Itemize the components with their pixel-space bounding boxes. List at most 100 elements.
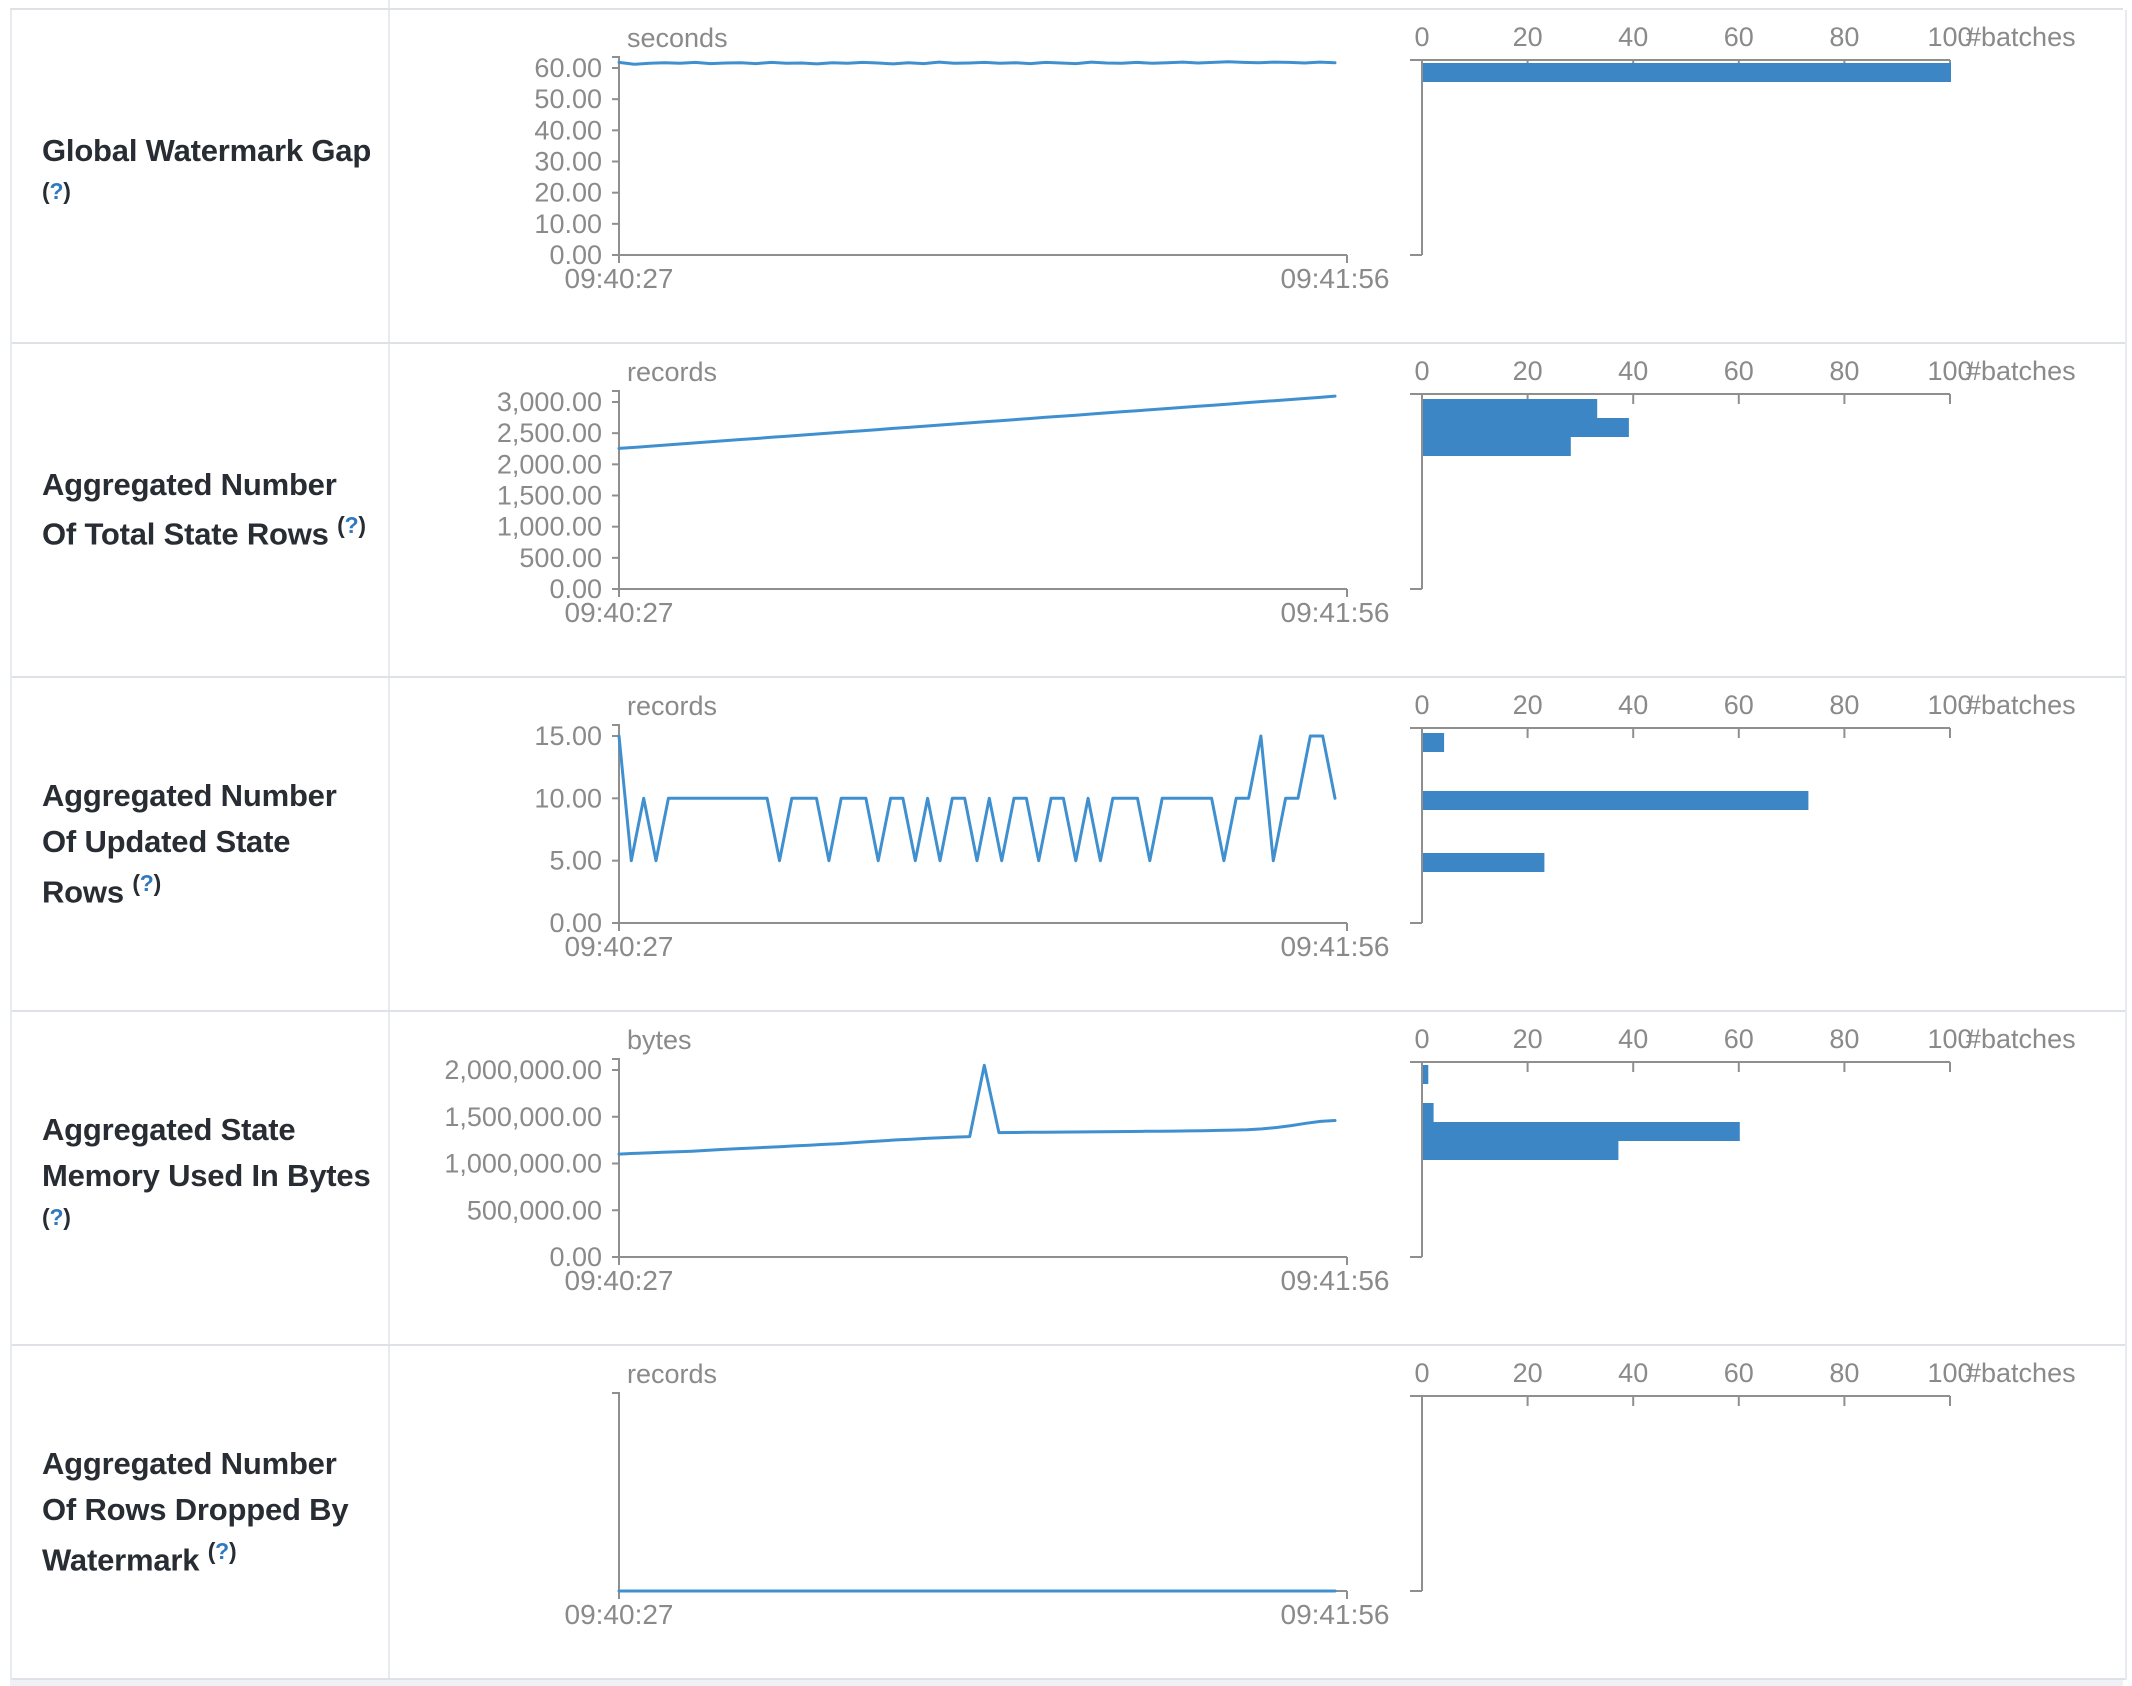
help-tooltip-link[interactable]: (?)	[42, 178, 71, 204]
y-axis	[612, 56, 620, 255]
y-tick-label: 20.00	[534, 178, 602, 208]
metric-charts-cell: seconds 60.00 50.00 40.00 30.00 20.00 10.00 0.0…	[390, 10, 2125, 342]
metric-line-series	[617, 1063, 1337, 1156]
help-paren-close: )	[63, 1203, 71, 1230]
metric-row: Aggregated Number Of Total State Rows (?…	[12, 344, 2125, 678]
help-tooltip-link[interactable]: (?)	[337, 512, 366, 538]
y-tick-label: 30.00	[534, 147, 602, 177]
y-tick-label: 15.00	[534, 721, 602, 751]
metric-label-cell: Aggregated Number Of Updated State Rows …	[12, 678, 390, 1010]
metric-charts-svg: bytes 2,000,000.00 1,500,000.00 1,000,000.0…	[444, 1024, 2076, 1296]
x-start-time-label: 09:40:27	[565, 263, 674, 294]
help-tooltip-link[interactable]: (?)	[42, 1204, 71, 1230]
metric-title: Aggregated Number Of Rows Dropped By Wat…	[42, 1441, 376, 1584]
metric-title: Global Watermark Gap (?)	[42, 128, 376, 224]
metric-charts-svg: records 09:40:27 09:41:56 0 20 40 60 80 100#batc…	[565, 1358, 2076, 1630]
histogram-tick-label: 20	[1513, 690, 1543, 720]
x-end-time-label: 09:41:56	[1281, 1265, 1390, 1296]
histogram-tick-label: 60	[1724, 1358, 1754, 1388]
histogram-tick-label: 40	[1618, 356, 1648, 386]
histogram-tick-label: 40	[1618, 22, 1648, 52]
metric-line-series	[617, 394, 1337, 450]
previous-row-edge	[10, 0, 2123, 10]
x-end-time-label: 09:41:56	[1281, 597, 1390, 628]
histogram-tick-label: 20	[1513, 22, 1543, 52]
help-paren-close: )	[153, 869, 162, 896]
metric-charts-cell: records 09:40:27 09:41:56 0 20 40 60 80 100 #batc…	[390, 1346, 2125, 1678]
histogram-tick-label: 100	[1927, 690, 1972, 720]
metric-row: Aggregated Number Of Updated State Rows …	[12, 678, 2125, 1012]
histogram-bar	[1423, 1141, 1619, 1160]
histogram-y-axis	[1410, 1396, 1423, 1592]
y-tick-label: 500.00	[519, 543, 602, 573]
y-tick-label: 40.00	[534, 115, 602, 145]
histogram-bar	[1423, 399, 1598, 418]
histogram-tick-label: 0	[1414, 690, 1429, 720]
batches-axis-label: #batches	[1966, 356, 2076, 386]
y-tick-label: 2,000.00	[497, 449, 602, 479]
histogram-y-axis	[1410, 394, 1423, 590]
x-end-time-label: 09:41:56	[1281, 263, 1390, 294]
x-start-time-label: 09:40:27	[565, 597, 674, 628]
metric-title-text: Aggregated State Memory Used In Bytes	[42, 1111, 371, 1194]
metric-label-cell: Aggregated State Memory Used In Bytes (?…	[12, 1012, 390, 1344]
y-tick-label: 5.00	[549, 846, 602, 876]
y-tick-label: 10.00	[534, 783, 602, 813]
y-axis	[612, 724, 620, 923]
help-question-mark: ?	[49, 1203, 64, 1230]
histogram-tick-label: 100	[1927, 356, 1972, 386]
help-paren-open: (	[132, 869, 140, 896]
y-tick-label: 2,500.00	[497, 418, 602, 448]
histogram-tick-label: 20	[1513, 1358, 1543, 1388]
help-paren-open: (	[337, 512, 345, 539]
histogram-bar	[1423, 1065, 1429, 1084]
histogram-tick-label: 80	[1829, 690, 1859, 720]
metric-title: Aggregated Number Of Updated State Rows …	[42, 773, 376, 916]
help-paren-close: )	[228, 1537, 237, 1564]
unit-label: records	[627, 691, 717, 721]
unit-label: records	[627, 357, 717, 387]
histogram-tick-label: 40	[1618, 1024, 1648, 1054]
x-start-time-label: 09:40:27	[565, 1599, 674, 1630]
y-tick-label: 60.00	[534, 53, 602, 83]
metric-row: Aggregated Number Of Rows Dropped By Wat…	[12, 1346, 2125, 1680]
help-question-mark: ?	[139, 869, 154, 896]
metric-label-cell: Aggregated Number Of Rows Dropped By Wat…	[12, 1346, 390, 1678]
histogram-tick-label: 40	[1618, 1358, 1648, 1388]
histogram-tick-label: 100	[1927, 22, 1972, 52]
x-end-time-label: 09:41:56	[1281, 931, 1390, 962]
histogram-bar	[1423, 1103, 1434, 1122]
y-tick-label: 0.00	[549, 574, 602, 604]
help-tooltip-link[interactable]: (?)	[208, 1538, 237, 1564]
histogram-tick-label: 100	[1927, 1358, 1972, 1388]
metric-charts-cell: records 3,000.00 2,500.00 2,000.00 1,500.00 1…	[390, 344, 2125, 676]
metric-label-cell: Aggregated Number Of Total State Rows (?…	[12, 344, 390, 676]
y-tick-label: 0.00	[549, 908, 602, 938]
y-axis	[612, 390, 620, 589]
histogram-bar	[1423, 791, 1809, 810]
histogram-y-axis	[1410, 728, 1423, 924]
batches-axis-label: #batches	[1966, 22, 2076, 52]
metric-row: Global Watermark Gap (?) seconds 60.00 50.0…	[12, 10, 2125, 344]
help-question-mark: ?	[344, 512, 359, 539]
y-tick-label: 50.00	[534, 84, 602, 114]
histogram-tick-label: 80	[1829, 356, 1859, 386]
x-start-time-label: 09:40:27	[565, 931, 674, 962]
histogram-bar	[1423, 437, 1571, 456]
y-tick-label: 3,000.00	[497, 387, 602, 417]
metric-row: Aggregated State Memory Used In Bytes (?…	[12, 1012, 2125, 1346]
metric-title-text: Aggregated Number Of Total State Rows	[42, 466, 337, 552]
metric-charts-svg: seconds 60.0050.0040.0030.0020.0010.000.0…	[534, 22, 2076, 294]
histogram-tick-label: 40	[1618, 690, 1648, 720]
y-tick-label: 1,000.00	[497, 512, 602, 542]
histogram-tick-label: 0	[1414, 356, 1429, 386]
histogram-tick-label: 0	[1414, 1024, 1429, 1054]
histogram-tick-label: 0	[1414, 22, 1429, 52]
histogram-tick-label: 0	[1414, 1358, 1429, 1388]
histogram-tick-label: 80	[1829, 1024, 1859, 1054]
histogram-tick-label: 60	[1724, 356, 1754, 386]
y-tick-label: 1,500.00	[497, 481, 602, 511]
y-tick-label: 1,500,000.00	[444, 1102, 602, 1132]
help-tooltip-link[interactable]: (?)	[132, 870, 161, 896]
batches-axis-label: #batches	[1966, 1024, 2076, 1054]
